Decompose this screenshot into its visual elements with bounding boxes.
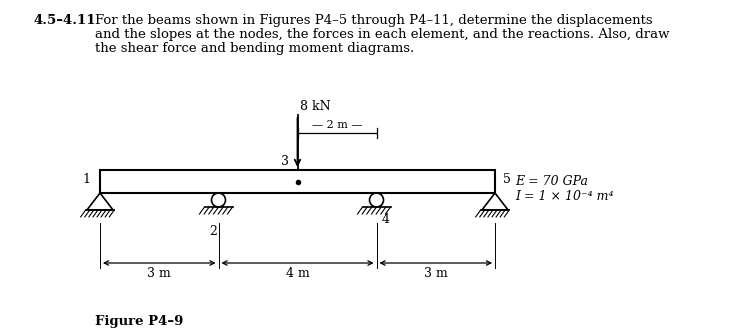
Text: 8 kN: 8 kN: [301, 100, 331, 113]
Text: — 2 m —: — 2 m —: [312, 120, 363, 130]
Text: 1: 1: [82, 173, 90, 186]
Text: 4.5–4.11: 4.5–4.11: [33, 14, 95, 27]
Text: Figure P4–9: Figure P4–9: [95, 315, 184, 328]
Text: and the slopes at the nodes, the forces in each element, and the reactions. Also: and the slopes at the nodes, the forces …: [95, 28, 669, 41]
Text: 3 m: 3 m: [424, 267, 448, 280]
Text: 5: 5: [503, 173, 511, 186]
Text: 4: 4: [381, 213, 389, 226]
Text: the shear force and bending moment diagrams.: the shear force and bending moment diagr…: [95, 42, 414, 55]
Text: For the beams shown in Figures P4–5 through P4–11, determine the displacements: For the beams shown in Figures P4–5 thro…: [95, 14, 653, 27]
Text: 3: 3: [281, 155, 289, 168]
Text: E = 70 GPa: E = 70 GPa: [515, 175, 588, 188]
Bar: [100, 170, 495, 193]
Text: 2: 2: [210, 225, 217, 238]
Text: 3 m: 3 m: [148, 267, 171, 280]
Text: 4 m: 4 m: [286, 267, 310, 280]
Text: I = 1 × 10⁻⁴ m⁴: I = 1 × 10⁻⁴ m⁴: [515, 190, 613, 203]
